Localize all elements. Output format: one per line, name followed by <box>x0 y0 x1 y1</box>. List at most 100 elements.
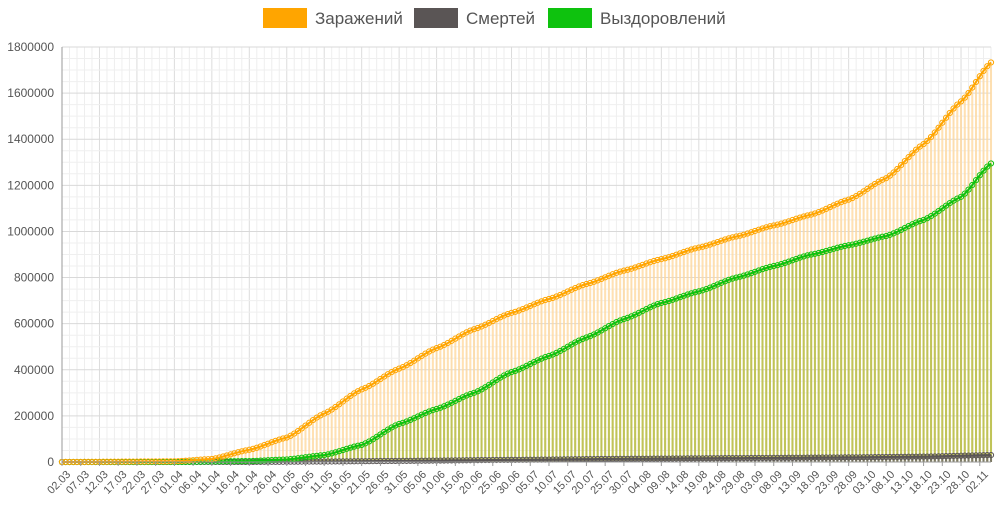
bar-recovered <box>720 283 722 462</box>
bar-recovered <box>761 269 763 462</box>
bar-recovered <box>743 276 745 462</box>
bar-recovered <box>904 228 906 462</box>
bar-recovered <box>765 268 767 462</box>
bar-recovered <box>477 391 479 462</box>
bar-recovered <box>885 236 887 462</box>
y-tick-label: 1600000 <box>7 86 54 100</box>
bar-recovered <box>930 216 932 462</box>
axes: 0200000400000600000800000100000012000001… <box>7 40 991 497</box>
bar-recovered <box>956 199 958 462</box>
legend-label: Выздоровлений <box>600 9 726 28</box>
bar-recovered <box>818 253 820 462</box>
bar-recovered <box>469 394 471 462</box>
bar-cases <box>286 438 288 462</box>
bar-recovered <box>791 260 793 462</box>
bar-recovered <box>979 175 981 462</box>
bar-recovered <box>975 180 977 462</box>
bar-recovered <box>941 208 943 462</box>
bar-recovered <box>788 262 790 462</box>
bar-recovered <box>451 403 453 462</box>
bar-recovered <box>417 416 419 462</box>
bar-recovered <box>668 301 670 462</box>
bar-recovered <box>540 359 542 462</box>
bar-recovered <box>776 265 778 462</box>
bar-recovered <box>750 273 752 462</box>
bar-recovered <box>683 296 685 462</box>
bar-recovered <box>840 247 842 462</box>
legend-item[interactable]: Заражений <box>263 8 403 28</box>
bar-recovered <box>773 266 775 462</box>
bar-recovered <box>503 376 505 462</box>
bar-recovered <box>522 368 524 462</box>
bar-recovered <box>623 319 625 462</box>
y-tick-label: 1200000 <box>7 178 54 192</box>
bar-recovered <box>402 423 404 462</box>
bar-recovered <box>893 233 895 462</box>
legend-label: Заражений <box>315 9 403 28</box>
bar-recovered <box>394 426 396 462</box>
bar-recovered <box>728 280 730 462</box>
bar-recovered <box>409 420 411 462</box>
bar-recovered <box>593 334 595 462</box>
y-tick-label: 600000 <box>14 317 54 331</box>
bar-recovered <box>746 274 748 462</box>
bar-deaths <box>982 455 984 462</box>
bar-recovered <box>705 289 707 462</box>
bar-recovered <box>874 239 876 462</box>
bar-recovered <box>574 342 576 462</box>
bar-recovered <box>881 237 883 462</box>
bar-recovered <box>537 360 539 462</box>
y-tick-label: 1400000 <box>7 132 54 146</box>
bar-recovered <box>466 396 468 462</box>
legend-swatch <box>263 8 307 28</box>
bar-recovered <box>481 389 483 462</box>
legend: Заражений Смертей Выздоровлений <box>263 8 726 28</box>
bar-recovered <box>971 185 973 462</box>
bar-recovered <box>960 197 962 462</box>
y-tick-label: 1800000 <box>7 40 54 54</box>
y-tick-label: 200000 <box>14 409 54 423</box>
bar-recovered <box>986 167 988 462</box>
bar-recovered <box>421 415 423 462</box>
bar-recovered <box>754 272 756 462</box>
bar-recovered <box>664 302 666 462</box>
bar-recovered <box>548 356 550 462</box>
bar-recovered <box>735 278 737 462</box>
bar-recovered <box>799 258 801 462</box>
bar-recovered <box>447 405 449 462</box>
bar-recovered <box>982 171 984 462</box>
bar-deaths <box>986 455 988 462</box>
bar-recovered <box>953 201 955 462</box>
bar-recovered <box>949 203 951 462</box>
bar-recovered <box>739 277 741 462</box>
bar-recovered <box>555 353 557 462</box>
bar-recovered <box>806 255 808 462</box>
legend-item[interactable]: Смертей <box>414 8 535 28</box>
bar-recovered <box>585 338 587 463</box>
bar-recovered <box>589 336 591 462</box>
legend-item[interactable]: Выздоровлений <box>548 8 726 28</box>
bar-recovered <box>784 263 786 462</box>
bar-recovered <box>612 324 614 462</box>
bar-recovered <box>836 248 838 462</box>
legend-swatch <box>548 8 592 28</box>
bar-recovered <box>570 345 572 462</box>
bar-recovered <box>387 430 389 462</box>
bar-recovered <box>896 232 898 462</box>
bar-recovered <box>406 421 408 462</box>
bar-recovered <box>967 190 969 462</box>
bar-recovered <box>496 380 498 462</box>
bar-recovered <box>604 328 606 462</box>
legend-swatch <box>414 8 458 28</box>
bar-recovered <box>473 393 475 462</box>
bar-recovered <box>758 270 760 462</box>
bar-recovered <box>657 304 659 462</box>
bar-recovered <box>990 163 992 462</box>
bar-recovered <box>436 409 438 462</box>
bar-recovered <box>578 341 580 462</box>
bar-recovered <box>510 372 512 462</box>
bar-recovered <box>866 241 868 462</box>
bar-recovered <box>642 311 644 462</box>
bar-recovered <box>829 250 831 462</box>
bar-recovered <box>653 306 655 462</box>
